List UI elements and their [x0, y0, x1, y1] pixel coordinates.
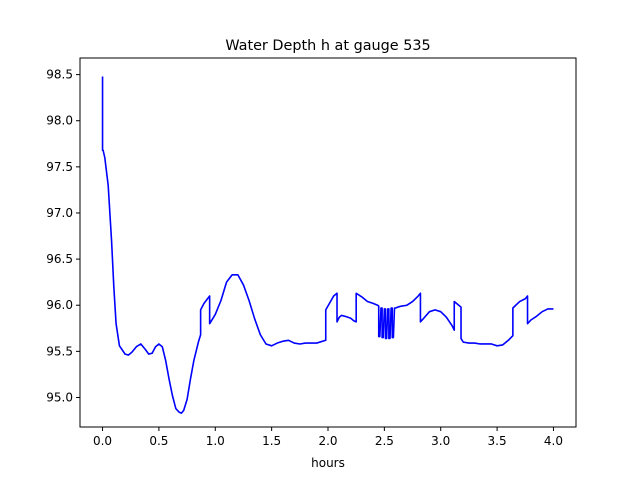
y-tick-label: 95.0: [46, 390, 73, 404]
x-tick-label: 4.0: [544, 434, 563, 448]
x-axis: 0.0 0.5 1.0 1.5 2.0 2.5 3.0 3.5 4.0: [93, 427, 563, 448]
x-tick-label: 1.0: [206, 434, 225, 448]
x-tick-label: 0.5: [149, 434, 168, 448]
x-tick-label: 2.0: [318, 434, 337, 448]
x-tick-label: 0.0: [93, 434, 112, 448]
x-axis-title: hours: [311, 456, 345, 470]
chart-title: Water Depth h at gauge 535: [225, 38, 430, 54]
x-tick-label: 1.5: [262, 434, 281, 448]
series-line: [101, 76, 554, 414]
y-tick-label: 97.5: [46, 160, 73, 174]
y-tick-label: 98.5: [46, 68, 73, 82]
y-tick-label: 96.5: [46, 252, 73, 266]
y-tick-label: 98.0: [46, 114, 73, 128]
plot-area: [101, 76, 554, 414]
y-tick-label: 95.5: [46, 344, 73, 358]
y-tick-label: 97.0: [46, 206, 73, 220]
x-tick-label: 3.5: [488, 434, 507, 448]
x-tick-label: 2.5: [375, 434, 394, 448]
x-tick-label: 3.0: [431, 434, 450, 448]
y-axis: 95.0 95.5 96.0 96.5 97.0 97.5 98.0 98.5: [46, 68, 80, 404]
y-tick-label: 96.0: [46, 298, 73, 312]
